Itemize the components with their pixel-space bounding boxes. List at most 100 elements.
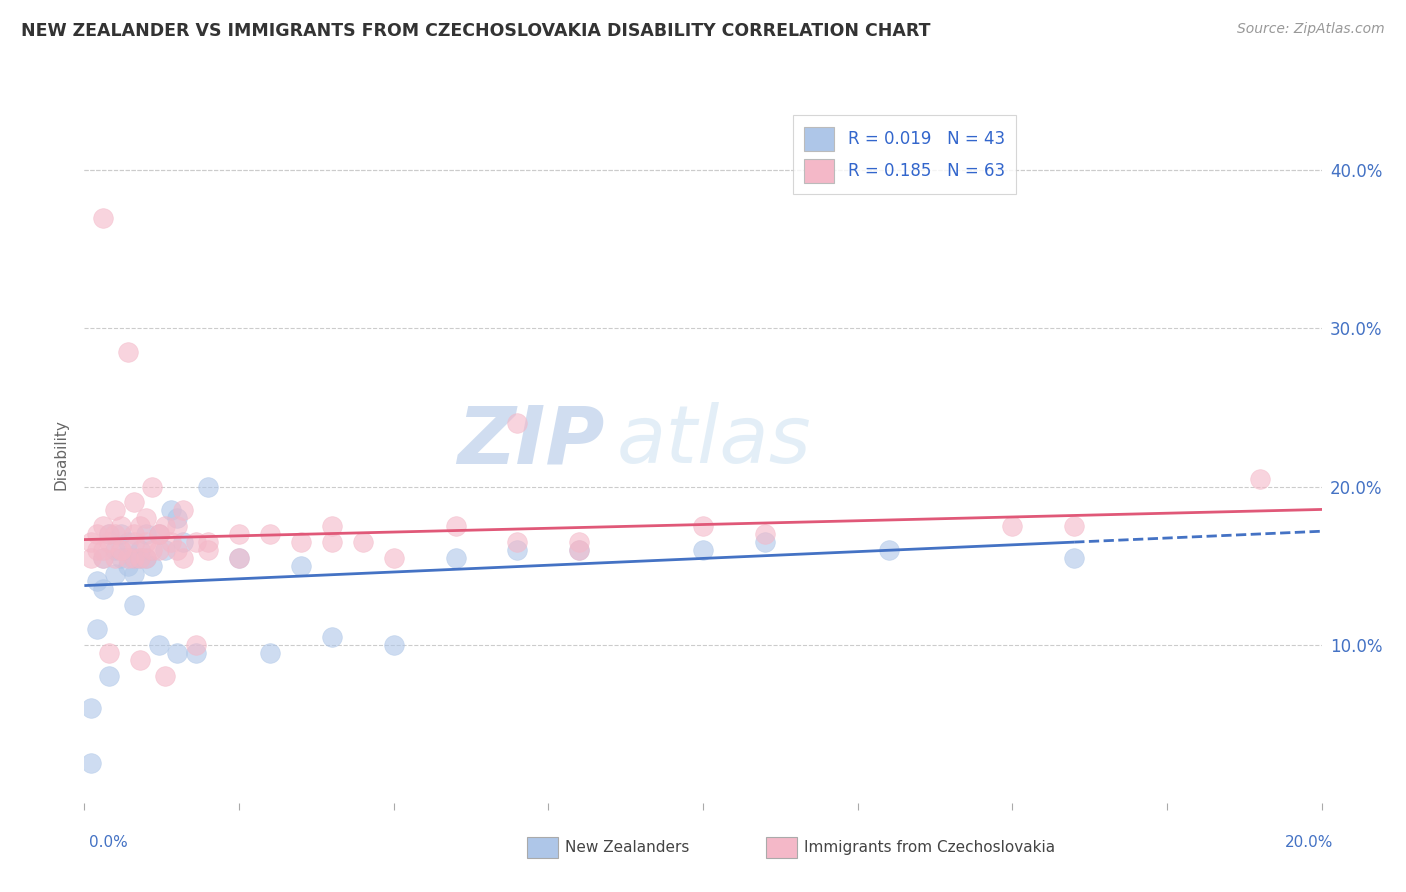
Point: [228, 550, 250, 565]
Point: [153, 669, 176, 683]
Point: [91, 211, 114, 225]
Point: [129, 653, 152, 667]
Y-axis label: Disability: Disability: [53, 419, 69, 491]
Point: [86, 542, 108, 557]
Point: [148, 542, 170, 557]
Point: [1249, 472, 1271, 486]
Point: [259, 527, 281, 541]
Point: [91, 550, 114, 565]
Point: [86, 574, 108, 589]
Point: [148, 527, 170, 541]
Point: [110, 550, 132, 565]
Point: [172, 503, 194, 517]
Point: [122, 527, 145, 541]
Point: [79, 701, 101, 715]
Point: [877, 542, 900, 557]
Point: [184, 638, 207, 652]
Point: [122, 550, 145, 565]
Point: [91, 519, 114, 533]
Point: [86, 527, 108, 541]
Point: [79, 756, 101, 771]
Point: [135, 550, 157, 565]
Point: [104, 527, 127, 541]
Point: [259, 646, 281, 660]
Point: [754, 534, 776, 549]
Point: [172, 550, 194, 565]
Point: [506, 534, 529, 549]
Point: [290, 534, 312, 549]
Point: [135, 534, 157, 549]
Point: [382, 550, 405, 565]
Point: [117, 558, 139, 573]
Point: [160, 534, 183, 549]
Point: [444, 550, 467, 565]
Point: [129, 519, 152, 533]
Text: NEW ZEALANDER VS IMMIGRANTS FROM CZECHOSLOVAKIA DISABILITY CORRELATION CHART: NEW ZEALANDER VS IMMIGRANTS FROM CZECHOS…: [21, 22, 931, 40]
Point: [135, 527, 157, 541]
Point: [197, 479, 219, 493]
Point: [153, 542, 176, 557]
Point: [98, 669, 121, 683]
Point: [160, 503, 183, 517]
Point: [692, 519, 714, 533]
Point: [166, 511, 188, 525]
Point: [153, 519, 176, 533]
Point: [135, 511, 157, 525]
Point: [321, 534, 343, 549]
Point: [148, 527, 170, 541]
Point: [352, 534, 374, 549]
Point: [506, 417, 529, 431]
Point: [104, 503, 127, 517]
Point: [444, 519, 467, 533]
Text: Immigrants from Czechoslovakia: Immigrants from Czechoslovakia: [804, 840, 1056, 855]
Text: 20.0%: 20.0%: [1285, 836, 1333, 850]
Point: [129, 542, 152, 557]
Point: [117, 550, 139, 565]
Text: Source: ZipAtlas.com: Source: ZipAtlas.com: [1237, 22, 1385, 37]
Point: [122, 495, 145, 509]
Point: [117, 345, 139, 359]
Point: [166, 646, 188, 660]
Point: [122, 550, 145, 565]
Text: 0.0%: 0.0%: [89, 836, 128, 850]
Point: [692, 542, 714, 557]
Point: [104, 566, 127, 581]
Point: [382, 638, 405, 652]
Point: [141, 479, 163, 493]
Point: [568, 542, 591, 557]
Point: [568, 542, 591, 557]
Text: New Zealanders: New Zealanders: [565, 840, 689, 855]
Point: [122, 566, 145, 581]
Point: [91, 542, 114, 557]
Point: [506, 542, 529, 557]
Point: [1063, 519, 1085, 533]
Legend: R = 0.019   N = 43, R = 0.185   N = 63: R = 0.019 N = 43, R = 0.185 N = 63: [793, 115, 1017, 194]
Point: [197, 542, 219, 557]
Point: [129, 550, 152, 565]
Point: [98, 534, 121, 549]
Point: [117, 534, 139, 549]
Point: [135, 550, 157, 565]
Point: [148, 638, 170, 652]
Point: [79, 534, 101, 549]
Point: [1001, 519, 1024, 533]
Point: [110, 527, 132, 541]
Point: [104, 550, 127, 565]
Point: [98, 527, 121, 541]
Point: [98, 527, 121, 541]
Point: [321, 630, 343, 644]
Point: [110, 542, 132, 557]
Point: [86, 622, 108, 636]
Point: [148, 527, 170, 541]
Point: [79, 550, 101, 565]
Point: [568, 534, 591, 549]
Text: ZIP: ZIP: [457, 402, 605, 480]
Point: [321, 519, 343, 533]
Point: [104, 542, 127, 557]
Point: [172, 534, 194, 549]
Point: [166, 542, 188, 557]
Point: [184, 534, 207, 549]
Point: [141, 542, 163, 557]
Point: [228, 550, 250, 565]
Point: [122, 534, 145, 549]
